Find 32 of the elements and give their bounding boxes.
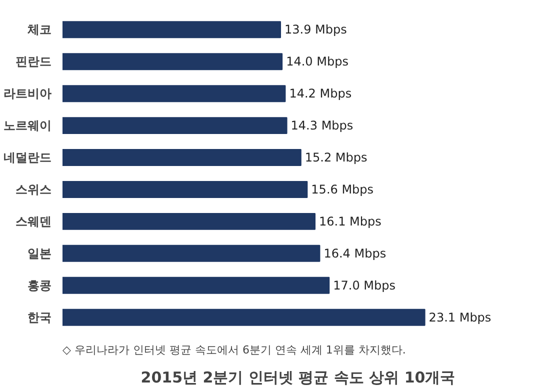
y-tick-label: 핀란드 xyxy=(16,54,52,69)
data-label: 16.1 Mbps xyxy=(319,214,382,228)
y-tick-label: 일본 xyxy=(28,246,52,260)
text: ◇ 우리나라가 인터넷 평균 속도에서 6분기 연속 세계 1위를 차지했다. xyxy=(62,344,406,356)
y-tick-label: 스웨덴 xyxy=(16,214,52,228)
y-tick-label: 홍콩 xyxy=(28,278,52,292)
bar xyxy=(62,21,282,38)
bar xyxy=(62,244,320,262)
data-label: 14.0 Mbps xyxy=(286,54,348,69)
data-label: 17.0 Mbps xyxy=(333,278,396,292)
data-label: 15.2 Mbps xyxy=(304,150,368,165)
bar xyxy=(62,180,308,198)
bar xyxy=(62,117,288,134)
y-tick-label: 체코 xyxy=(26,22,52,37)
y-tick-label: 스위스 xyxy=(16,182,52,196)
data-label: 14.3 Mbps xyxy=(290,118,354,133)
bar xyxy=(62,53,283,70)
data-label: 23.1 Mbps xyxy=(428,310,492,324)
data-label: 14.2 Mbps xyxy=(289,86,352,101)
bar xyxy=(62,308,426,326)
text: 2015년 2분기 인터넷 평균 속도 상위 10개국 xyxy=(140,368,456,386)
y-tick-label: 네덜란드 xyxy=(4,150,52,165)
bar xyxy=(62,276,330,294)
bar xyxy=(62,212,316,230)
y-tick-label: 라트비아 xyxy=(4,86,52,101)
data-label: 15.6 Mbps xyxy=(311,182,374,196)
y-tick-label: 노르웨이 xyxy=(4,118,52,133)
bar xyxy=(62,149,302,166)
bar xyxy=(62,85,286,102)
data-label: 13.9 Mbps xyxy=(284,22,347,37)
data-label: 16.4 Mbps xyxy=(324,246,386,260)
y-tick-label: 한국 xyxy=(28,310,52,324)
